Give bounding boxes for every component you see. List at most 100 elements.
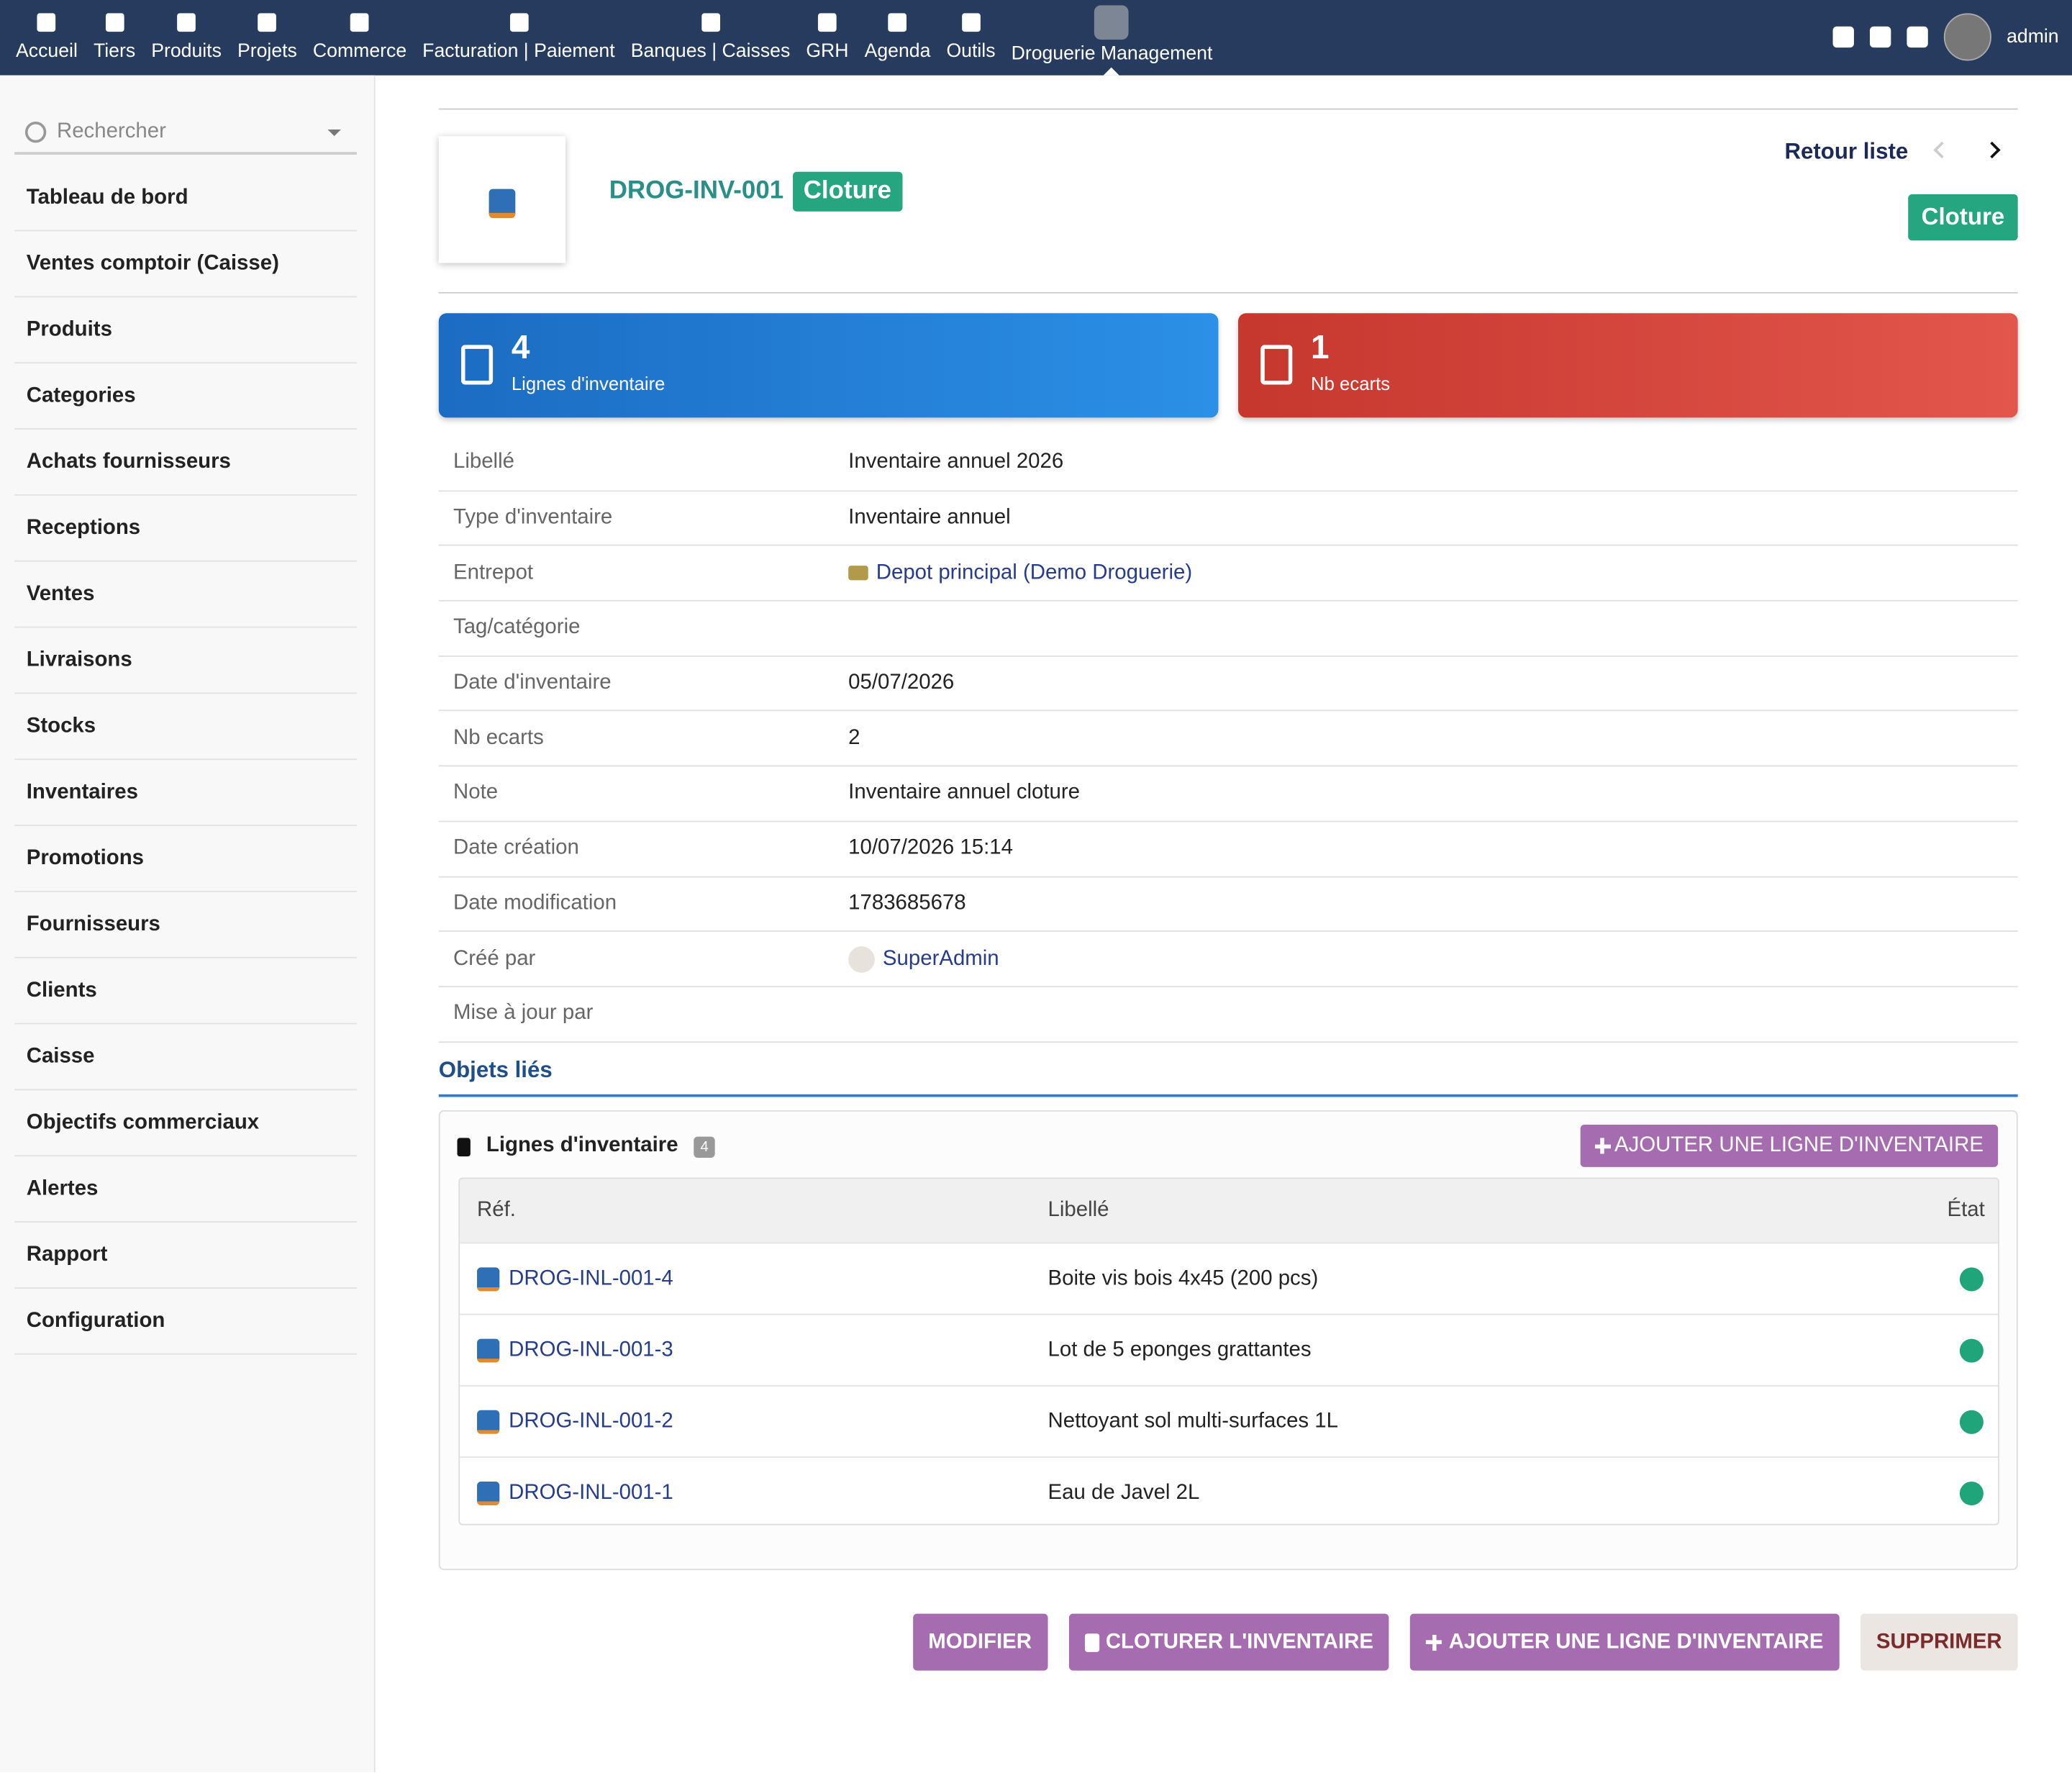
- table-row: DROG-INL-001-3 Lot de 5 eponges grattante…: [460, 1313, 1999, 1385]
- field-table: Libellé Inventaire annuel 2026 Type d'inve…: [438, 436, 2018, 1043]
- stat-label: Lignes d'inventaire: [511, 372, 665, 394]
- ref-link[interactable]: DROG-INL-001-1: [509, 1481, 673, 1504]
- ref-cell: DROG-INL-001-4: [460, 1266, 1048, 1291]
- nav-label: Projets: [237, 40, 297, 63]
- menu-item[interactable]: Inventaires: [14, 760, 357, 826]
- panel-icon: [457, 1138, 471, 1157]
- button-label: MODIFIER: [928, 1630, 1032, 1653]
- ref-cell: DROG-INL-001-1: [460, 1481, 1048, 1505]
- menu-item[interactable]: Receptions: [14, 496, 357, 562]
- ref-link[interactable]: DROG-INL-001-4: [509, 1266, 673, 1289]
- ref-link[interactable]: DROG-INL-001-3: [509, 1338, 673, 1361]
- field-label: Entrepot: [453, 561, 534, 584]
- action-button[interactable]: AJOUTER UNE LIGNE D'INVENTAIRE: [1410, 1613, 1840, 1671]
- stat-icon: [1260, 345, 1293, 385]
- field-value[interactable]: SuperAdmin: [882, 947, 999, 970]
- back-link[interactable]: Retour liste: [1784, 138, 1909, 164]
- menu-item[interactable]: Clients: [14, 958, 357, 1025]
- field-icon: [848, 566, 868, 581]
- nav-item[interactable]: Agenda: [857, 0, 939, 76]
- menu-item[interactable]: Produits: [14, 297, 357, 364]
- action-button[interactable]: CLOTURER L'INVENTAIRE: [1068, 1613, 1390, 1671]
- menu-item[interactable]: Ventes: [14, 562, 357, 628]
- action-button[interactable]: SUPPRIMER: [1860, 1613, 2018, 1671]
- nav-label: Accueil: [16, 40, 78, 63]
- header-rule: [438, 291, 2018, 294]
- print-icon[interactable]: [1869, 26, 1891, 48]
- nav-icon: [105, 13, 124, 32]
- nav-icon: [818, 13, 837, 32]
- nav-item[interactable]: Facturation | Paiement: [414, 0, 623, 76]
- add-line-button[interactable]: AJOUTER UNE LIGNE D'INVENTAIRE: [1580, 1125, 1999, 1167]
- help-icon[interactable]: [1906, 26, 1927, 48]
- column-header[interactable]: Réf.: [477, 1198, 516, 1222]
- nav-item[interactable]: Produits: [143, 0, 230, 76]
- search-box[interactable]: Rechercher: [14, 112, 357, 155]
- label-cell: Eau de Javel 2L: [1048, 1481, 1200, 1504]
- header: DROG-INV-001 Cloture Retour liste Cloture: [438, 109, 2018, 291]
- action-button[interactable]: MODIFIER: [912, 1613, 1048, 1671]
- field-row: Date d'inventaire 05/07/2026: [438, 656, 2018, 712]
- status-dot: [1959, 1266, 1984, 1291]
- menu-item[interactable]: Configuration: [14, 1289, 357, 1355]
- menu-item[interactable]: Objectifs commerciaux: [14, 1090, 357, 1157]
- menu-item[interactable]: Fournisseurs: [14, 892, 357, 958]
- column-header[interactable]: Libellé: [1048, 1198, 1109, 1222]
- bookmark-icon[interactable]: [1832, 26, 1854, 48]
- menu-item[interactable]: Stocks: [14, 694, 357, 761]
- menu-item[interactable]: Ventes comptoir (Caisse): [14, 231, 357, 298]
- record-ref: DROG-INV-001: [609, 177, 784, 205]
- linked-title: Objets liés: [438, 1057, 2018, 1097]
- user-name[interactable]: admin: [2007, 26, 2059, 48]
- nav-label: Banques | Caisses: [630, 40, 791, 63]
- prev-arrow[interactable]: [1933, 141, 1950, 159]
- field-value[interactable]: Depot principal (Demo Droguerie): [876, 561, 1193, 584]
- field-label: Note: [453, 781, 499, 804]
- nav-item[interactable]: Outils: [938, 0, 1003, 76]
- menu-item[interactable]: Livraisons: [14, 627, 357, 694]
- nav-icon: [258, 13, 277, 32]
- nav-label: Tiers: [93, 40, 136, 63]
- menu-item[interactable]: Achats fournisseurs: [14, 430, 357, 496]
- field-row: Entrepot Depot principal (Demo Droguerie): [438, 546, 2018, 602]
- menu-item[interactable]: Rapport: [14, 1223, 357, 1289]
- nav-item[interactable]: Droguerie Management: [1004, 0, 1221, 76]
- status-dot: [1959, 1481, 1984, 1505]
- ref-link[interactable]: DROG-INL-001-2: [509, 1409, 673, 1433]
- nav-item[interactable]: Projets: [230, 0, 305, 76]
- table-row: DROG-INL-001-1 Eau de Javel 2L: [460, 1456, 1999, 1524]
- field-label: Nb ecarts: [453, 726, 544, 750]
- column-header[interactable]: État: [1947, 1198, 1985, 1222]
- nav-icon: [37, 13, 56, 32]
- nav-item[interactable]: Accueil: [8, 0, 86, 76]
- ref-icon: [477, 1409, 500, 1433]
- spacer: [0, 155, 374, 165]
- avatar[interactable]: [1942, 13, 1991, 61]
- ref-icon: [477, 1338, 500, 1362]
- field-value: Inventaire annuel: [848, 506, 1011, 529]
- menu-item[interactable]: Promotions: [14, 826, 357, 892]
- status-button[interactable]: Cloture: [1908, 194, 2018, 241]
- field-value: Inventaire annuel 2026: [848, 450, 1064, 474]
- field-label: Type d'inventaire: [453, 506, 613, 529]
- nav-item[interactable]: Banques | Caisses: [623, 0, 799, 76]
- next-arrow[interactable]: [1984, 141, 2001, 159]
- nav-item[interactable]: GRH: [798, 0, 856, 76]
- stat-card: 4 Lignes d'inventaire: [438, 313, 1219, 418]
- dropdown-caret: [327, 129, 341, 142]
- nav-item[interactable]: Tiers: [86, 0, 143, 76]
- menu-item[interactable]: Categories: [14, 363, 357, 430]
- linked-panel: Lignes d'inventaire 4 AJOUTER UNE LIGNE D'…: [438, 1110, 2018, 1571]
- button-label: SUPPRIMER: [1876, 1630, 2002, 1653]
- nav-label: Produits: [151, 40, 222, 63]
- menu-item[interactable]: Caisse: [14, 1024, 357, 1091]
- menu-item[interactable]: Alertes: [14, 1156, 357, 1223]
- ref-cell: DROG-INL-001-2: [460, 1409, 1048, 1433]
- nav-item[interactable]: Commerce: [305, 0, 414, 76]
- stat-value: 4: [511, 329, 530, 366]
- menu-item[interactable]: Tableau de bord: [14, 165, 357, 232]
- button-label: AJOUTER UNE LIGNE D'INVENTAIRE: [1614, 1133, 1984, 1157]
- nav-label: GRH: [806, 40, 849, 63]
